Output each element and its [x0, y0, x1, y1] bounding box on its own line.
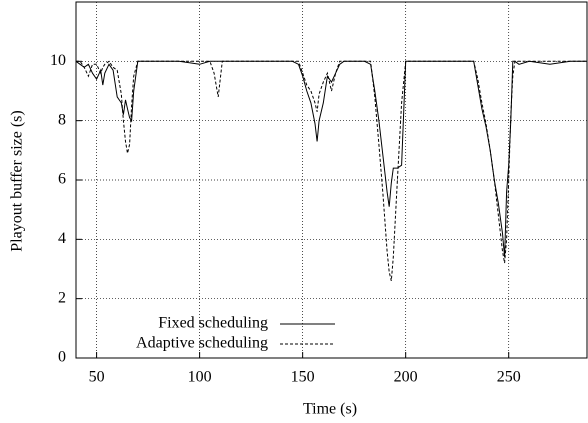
y-tick-label: 8: [58, 111, 66, 128]
y-tick-label: 4: [58, 230, 66, 247]
y-tick-label: 6: [58, 171, 66, 188]
legend-label: Fixed scheduling: [158, 315, 268, 332]
x-tick-label: 100: [188, 369, 212, 386]
y-tick-label: 0: [58, 349, 66, 366]
x-tick-label: 50: [89, 369, 105, 386]
y-tick-label: 10: [50, 52, 66, 69]
x-tick-label: 150: [291, 369, 315, 386]
y-axis-label: Playout buffer size (s): [9, 110, 26, 251]
series-line: [76, 60, 587, 282]
legend-label: Adaptive scheduling: [136, 335, 268, 352]
x-tick-label: 200: [394, 369, 418, 386]
y-tick-label: 2: [58, 289, 66, 306]
x-axis-label: Time (s): [303, 401, 357, 418]
plot-frame: [75, 1, 588, 359]
x-tick-label: 250: [497, 369, 521, 386]
